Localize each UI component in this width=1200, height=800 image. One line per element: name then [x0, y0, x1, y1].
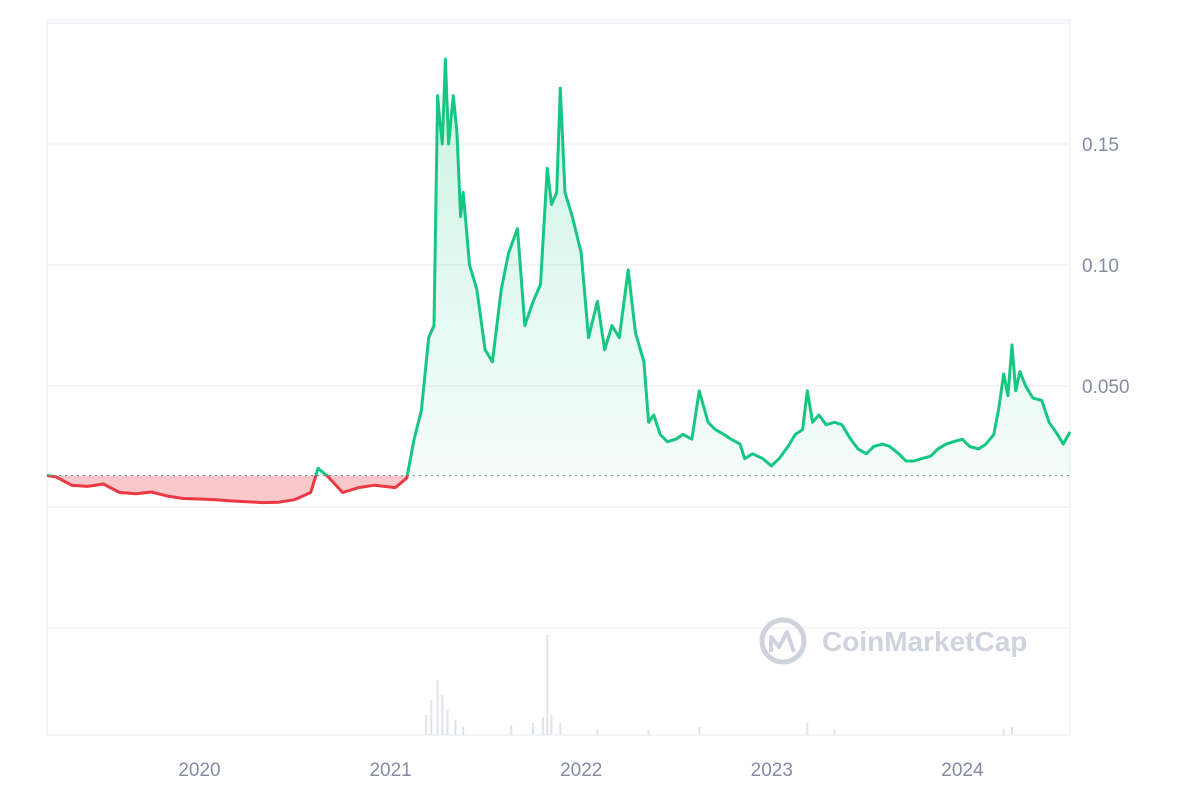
area-fill-below-baseline	[47, 475, 408, 503]
y-axis: 0.050 0.10 0.15	[1082, 135, 1130, 398]
volume-bar	[1002, 729, 1005, 735]
volume-bar	[833, 730, 836, 735]
grid-lines	[46, 19, 1071, 736]
y-tick-label: 0.050	[1082, 377, 1130, 398]
x-tick-label: 2022	[560, 760, 602, 781]
volume-bar	[441, 695, 444, 735]
volume-bar	[430, 700, 433, 735]
watermark-text: CoinMarketCap	[822, 626, 1027, 657]
price-line-down	[46, 475, 409, 505]
volume-bar	[454, 720, 457, 735]
volume-bar	[546, 635, 549, 735]
volume-bar	[462, 727, 465, 735]
watermark: CoinMarketCap	[759, 617, 1027, 665]
volume-bar	[806, 723, 809, 735]
volume-bar	[532, 723, 535, 735]
coinmarketcap-logo-icon	[759, 617, 807, 665]
plot-frame	[46, 19, 1071, 736]
x-tick-label: 2020	[178, 760, 220, 781]
y-tick-label: 0.15	[1082, 135, 1119, 156]
x-axis: 2020 2021 2022 2023 2024	[178, 760, 984, 781]
area-fill-above-baseline	[47, 59, 1070, 476]
volume-bar	[550, 715, 553, 735]
y-tick-label: 0.10	[1082, 256, 1119, 277]
volume-bar	[542, 717, 545, 735]
volume-bar	[698, 727, 701, 735]
volume-bars	[425, 635, 1014, 735]
price-line-up	[46, 57, 1072, 476]
volume-bar	[559, 723, 562, 735]
x-tick-label: 2021	[369, 760, 411, 781]
volume-bar	[596, 729, 599, 735]
volume-bar	[446, 710, 449, 735]
volume-bar	[510, 725, 513, 735]
volume-bar	[425, 715, 428, 735]
x-tick-label: 2024	[941, 760, 984, 781]
volume-bar	[1011, 727, 1014, 735]
x-tick-label: 2023	[751, 760, 793, 781]
volume-bar	[436, 680, 439, 735]
volume-bar	[647, 730, 650, 735]
